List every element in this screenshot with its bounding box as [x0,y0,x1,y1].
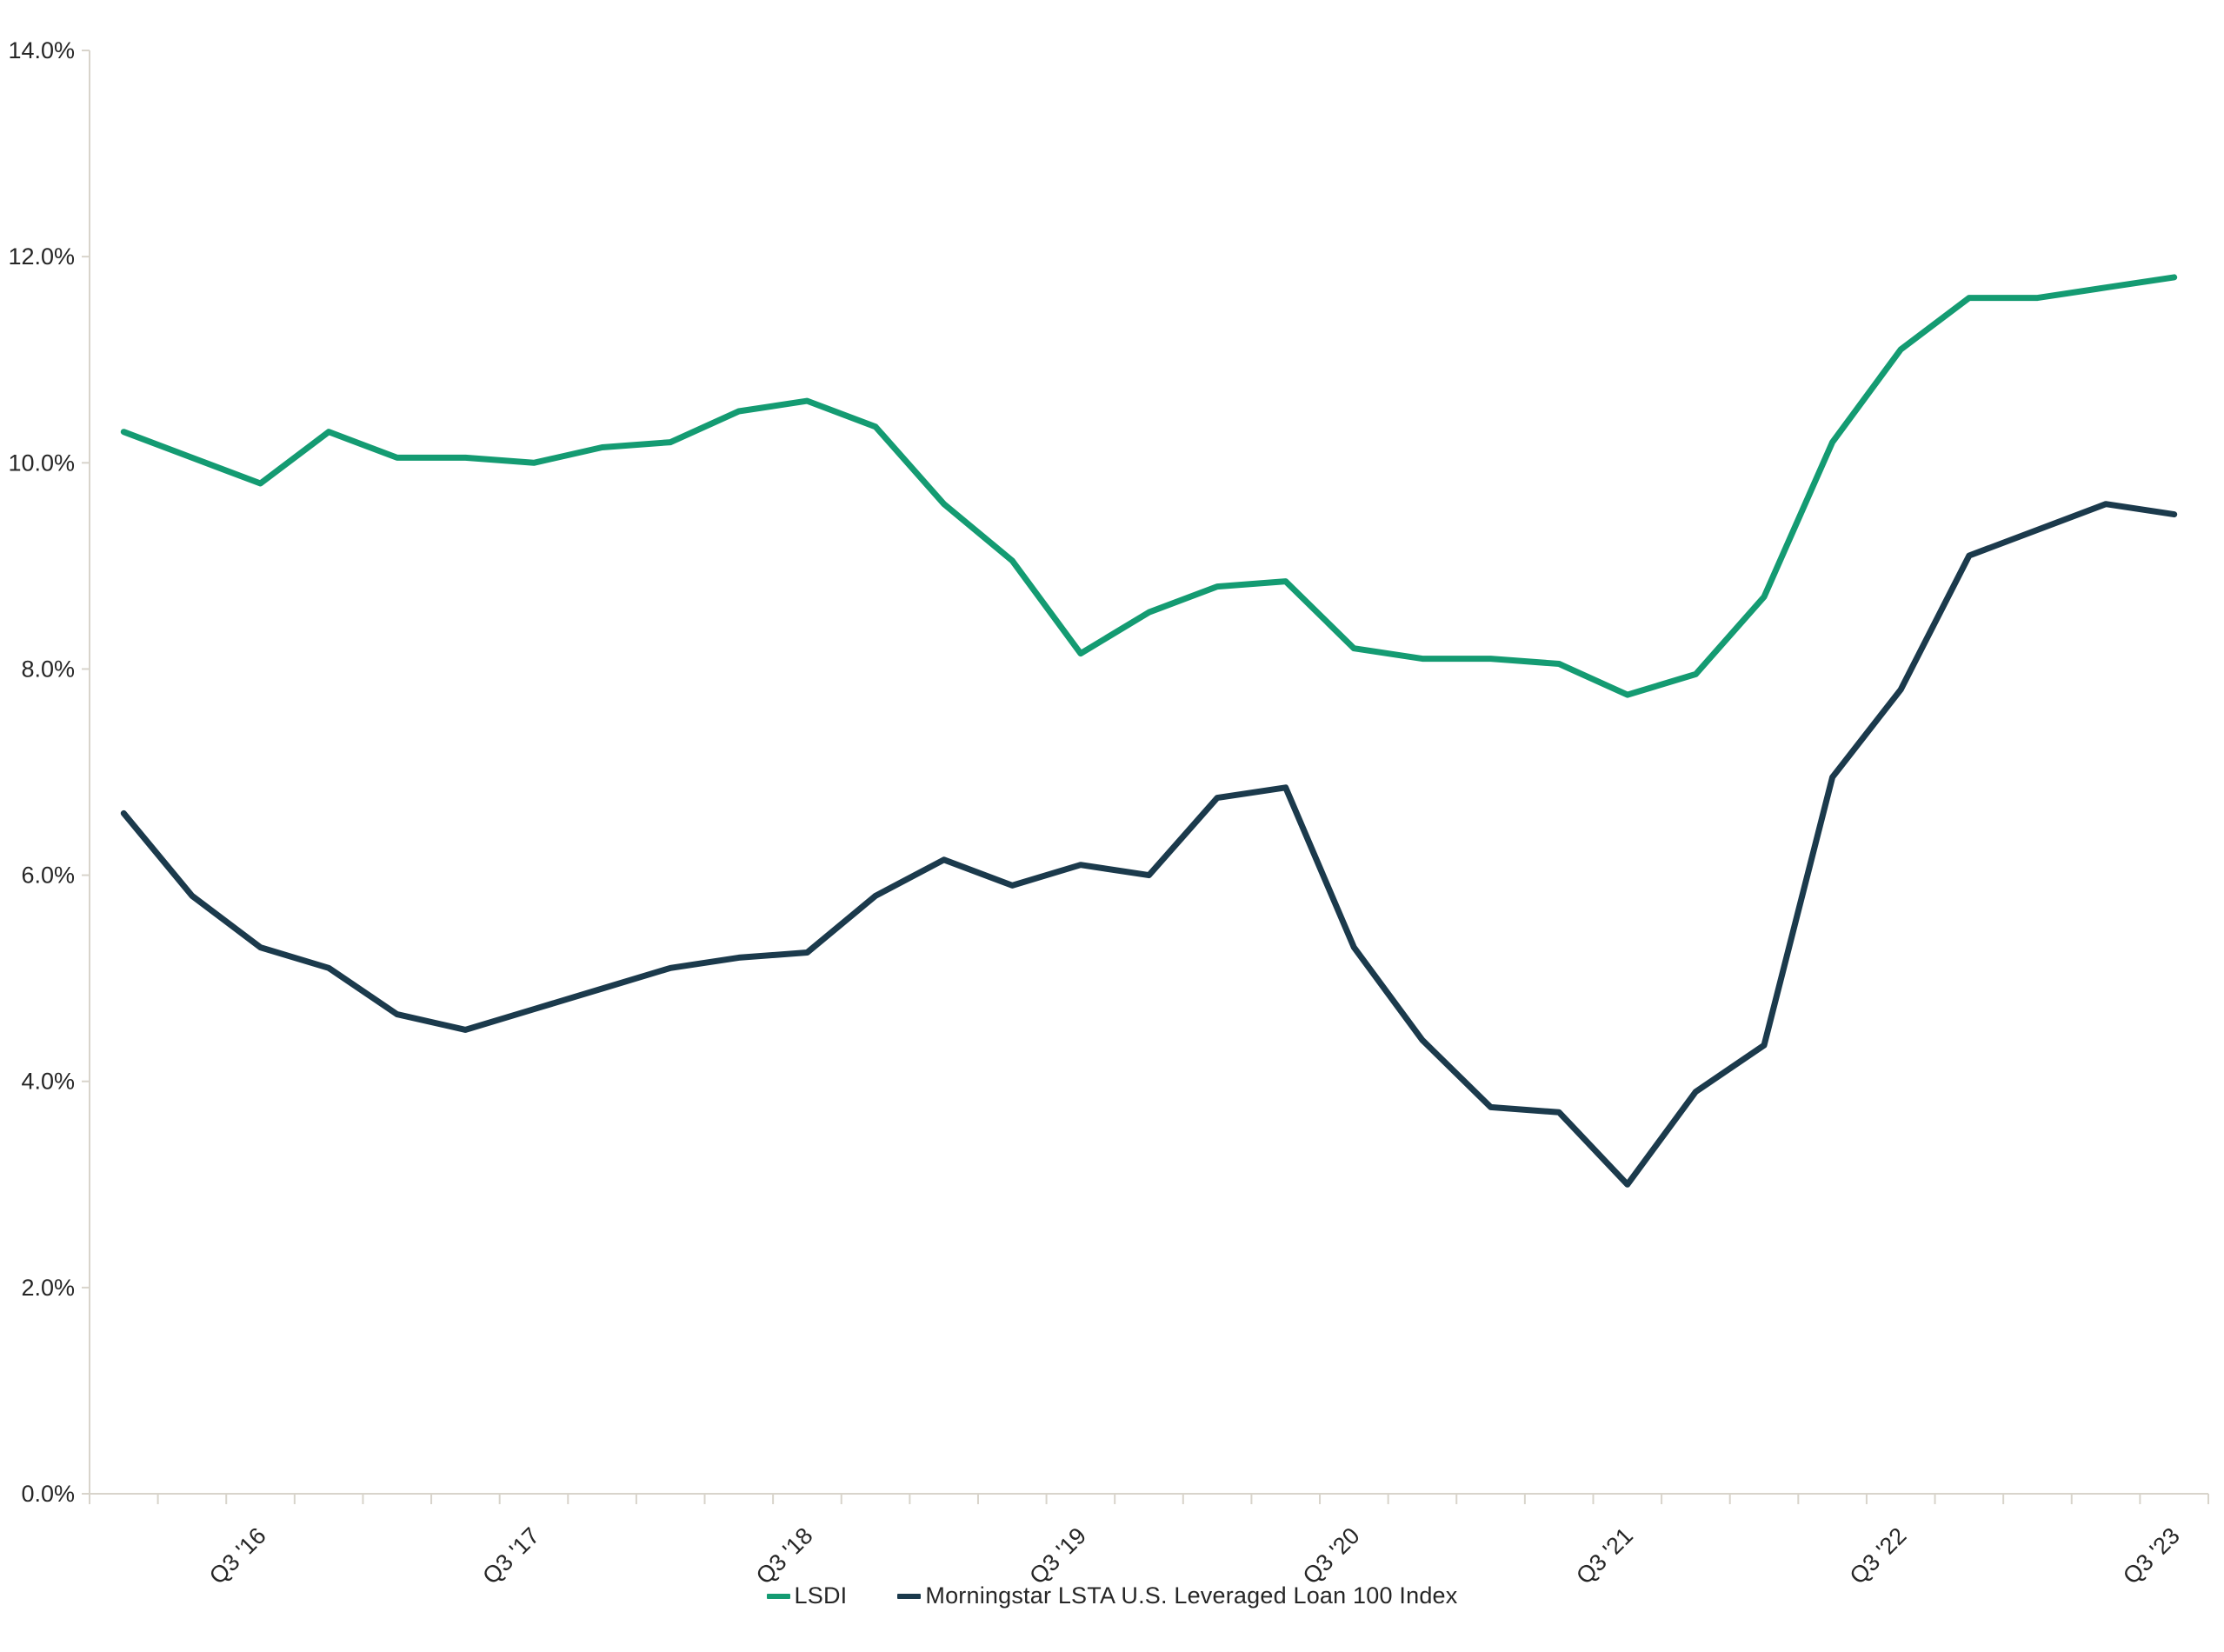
x-tick-label: Q3 '16 [204,1522,271,1589]
y-tick-label: 10.0% [8,450,75,476]
legend: LSDI Morningstar LSTA U.S. Leveraged Loa… [0,1582,2224,1609]
legend-label-lsdi: LSDI [794,1582,848,1609]
legend-label-morningstar: Morningstar LSTA U.S. Leveraged Loan 100… [925,1582,1458,1609]
x-tick-label: Q3 '17 [477,1522,544,1589]
legend-item-lsdi: LSDI [766,1582,848,1609]
y-tick-label: 8.0% [21,656,75,682]
series-line-lsdi [120,274,2178,698]
y-tick-label: 4.0% [21,1069,75,1095]
y-tick-label: 0.0% [21,1481,75,1507]
lsdi-line-swatch [766,1593,790,1599]
y-tick-label: 12.0% [8,243,75,270]
y-tick-label: 14.0% [8,37,75,63]
legend-item-morningstar: Morningstar LSTA U.S. Leveraged Loan 100… [897,1582,1457,1609]
x-tick-label: Q3 '18 [751,1522,818,1589]
x-tick-label: Q3 '23 [2118,1522,2185,1589]
x-tick-label: Q3 '20 [1298,1522,1365,1589]
morningstar-line-swatch [897,1593,922,1599]
series-line-morningstar-lsta-u-s-leveraged-loan-100-index [120,501,2178,1188]
x-tick-label: Q3 '22 [1845,1522,1912,1589]
x-tick-label: Q3 '21 [1571,1522,1638,1589]
y-tick-label: 2.0% [21,1275,75,1301]
x-tick-label: Q3 '19 [1024,1522,1091,1589]
y-tick-label: 6.0% [21,863,75,889]
